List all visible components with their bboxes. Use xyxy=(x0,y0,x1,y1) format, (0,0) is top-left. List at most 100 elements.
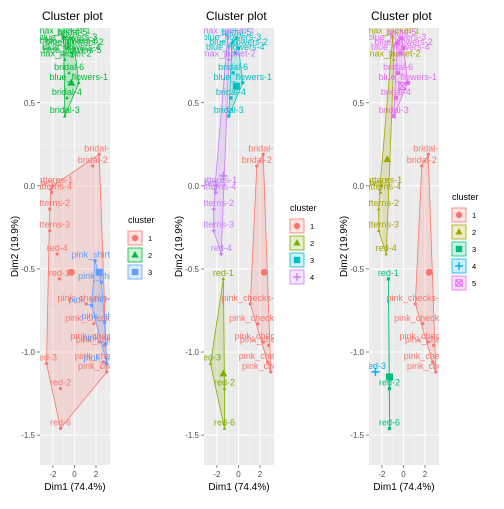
point-label: patterns-4 xyxy=(196,181,237,191)
plot-data: red-1 red-2 red-3 red-4 red-5 red-6 patterns-1… xyxy=(29,25,133,431)
data-point xyxy=(90,303,94,308)
data-point xyxy=(390,34,395,38)
plot-title: Cluster plot xyxy=(371,9,432,23)
data-point xyxy=(393,95,399,100)
cluster-3: red-1 red-2 red-6 xyxy=(378,268,400,431)
point-label: bridal-5 xyxy=(386,27,416,37)
data-point xyxy=(432,343,436,347)
cluster-centroid xyxy=(67,78,76,86)
cluster-hull-1 xyxy=(249,152,272,373)
data-point xyxy=(92,322,96,326)
data-point xyxy=(103,320,107,324)
data-point xyxy=(67,70,71,75)
data-point xyxy=(69,51,73,55)
cluster-4: red-3 xyxy=(365,361,386,377)
data-point xyxy=(44,362,49,366)
grid-lines xyxy=(369,28,439,465)
cluster-5: bridal-3bridal-4bridal-5bridal-6blue_flo… xyxy=(368,27,438,119)
point-label: pink_checks-4 xyxy=(75,351,133,361)
point-label: blue_flowers-1 xyxy=(379,72,438,82)
x-tick-label: 0 xyxy=(72,470,77,479)
data-point xyxy=(48,229,52,233)
point-label: red-5 xyxy=(369,178,390,188)
data-point xyxy=(379,190,383,194)
point-label: pink_shirt-1 xyxy=(72,250,119,260)
point-label: bridal-6 xyxy=(54,62,84,72)
cluster-centroid xyxy=(95,268,103,276)
legend-label: 3 xyxy=(310,256,314,265)
y-tick-label: -0.5 xyxy=(185,265,199,274)
legend-marker xyxy=(293,239,301,246)
data-point xyxy=(265,360,270,364)
data-point xyxy=(386,277,390,281)
data-point xyxy=(105,370,109,374)
x-tick-label: 0 xyxy=(236,470,241,479)
y-axis-title: Dim2 (19.9%) xyxy=(339,216,350,277)
y-tick-label: -0.5 xyxy=(350,265,364,274)
data-point xyxy=(70,54,75,58)
cluster-centroid xyxy=(371,367,380,377)
point-label: blue_flowers-3 xyxy=(368,32,427,42)
point-label: patterns-1 xyxy=(33,175,74,185)
cluster-1: pink_checks-1 pink_checks-2 pink_checks-3p… xyxy=(387,143,439,374)
panel-background xyxy=(204,28,274,465)
y-tick-label: 0.5 xyxy=(188,99,200,108)
data-point xyxy=(395,70,401,76)
legend-label: 3 xyxy=(472,245,476,254)
data-point xyxy=(256,322,260,326)
cluster-centroid xyxy=(232,82,240,90)
data-point xyxy=(58,386,63,391)
data-point xyxy=(426,340,430,344)
point-label: patterns-2 xyxy=(29,198,70,208)
point-label: max_jacket-1 xyxy=(37,25,91,35)
data-point xyxy=(91,164,95,168)
point-label: red-6 xyxy=(379,417,400,427)
point-label: max_jacket-1 xyxy=(366,25,420,35)
point-label: pink_checks-6 xyxy=(242,361,300,371)
panel-background xyxy=(369,28,439,465)
cluster-centroid xyxy=(398,82,407,91)
cluster-plot-1: Cluster plotred-1red-2red-3red-4red-5red… xyxy=(10,9,155,493)
point-label: pink_shirt-2 xyxy=(78,271,125,281)
point-label: bridal-2 xyxy=(407,155,437,165)
cluster-plot-3: Cluster plot pink_checks-1 pink_checks-2pi… xyxy=(339,9,479,493)
point-label: max_jacket-2 xyxy=(38,49,92,59)
x-tick-label: 2 xyxy=(94,470,99,479)
data-point xyxy=(248,302,252,306)
point-label: blue_flowers-5 xyxy=(43,45,102,55)
data-point xyxy=(399,35,404,41)
y-tick-label: -1.5 xyxy=(21,431,35,440)
data-point xyxy=(413,302,417,306)
data-point xyxy=(394,40,400,46)
point-label: patterns-4 xyxy=(361,181,402,191)
point-label: pink_checks-1 xyxy=(222,293,280,303)
cluster-hull-2 xyxy=(63,35,80,117)
data-point xyxy=(101,360,106,364)
plot-data: pink_checks-1pink_checks-2pink_checks-3p… xyxy=(361,25,439,431)
y-tick-label: 0.5 xyxy=(353,99,365,108)
point-label: red-2 xyxy=(214,378,235,388)
point-label: pink_checks-4 xyxy=(239,351,297,361)
x-axis-title: Dim1 (74.4%) xyxy=(44,482,105,493)
point-label: max_jacket-2 xyxy=(367,49,421,59)
data-point xyxy=(376,207,381,211)
cluster-3: pink_shirt-1pink_shirt-2pink_shirt-3pink… xyxy=(68,250,125,366)
legend-label: 1 xyxy=(472,211,476,220)
data-point xyxy=(48,207,52,211)
data-point xyxy=(66,41,70,45)
data-point xyxy=(77,80,81,85)
data-point xyxy=(261,152,265,156)
point-label: red-5 xyxy=(204,178,225,188)
data-point xyxy=(398,50,403,56)
point-label: red-3 xyxy=(365,361,386,371)
data-point xyxy=(384,252,388,256)
point-label: blue_flowers-2 xyxy=(374,37,433,47)
legend-label: 2 xyxy=(148,251,152,260)
point-label: red-6 xyxy=(214,417,235,427)
point-label: patterns-2 xyxy=(193,198,234,208)
data-point xyxy=(267,343,271,347)
data-point xyxy=(72,46,77,50)
point-label: bridal-1 xyxy=(84,143,114,153)
data-point xyxy=(211,207,216,212)
